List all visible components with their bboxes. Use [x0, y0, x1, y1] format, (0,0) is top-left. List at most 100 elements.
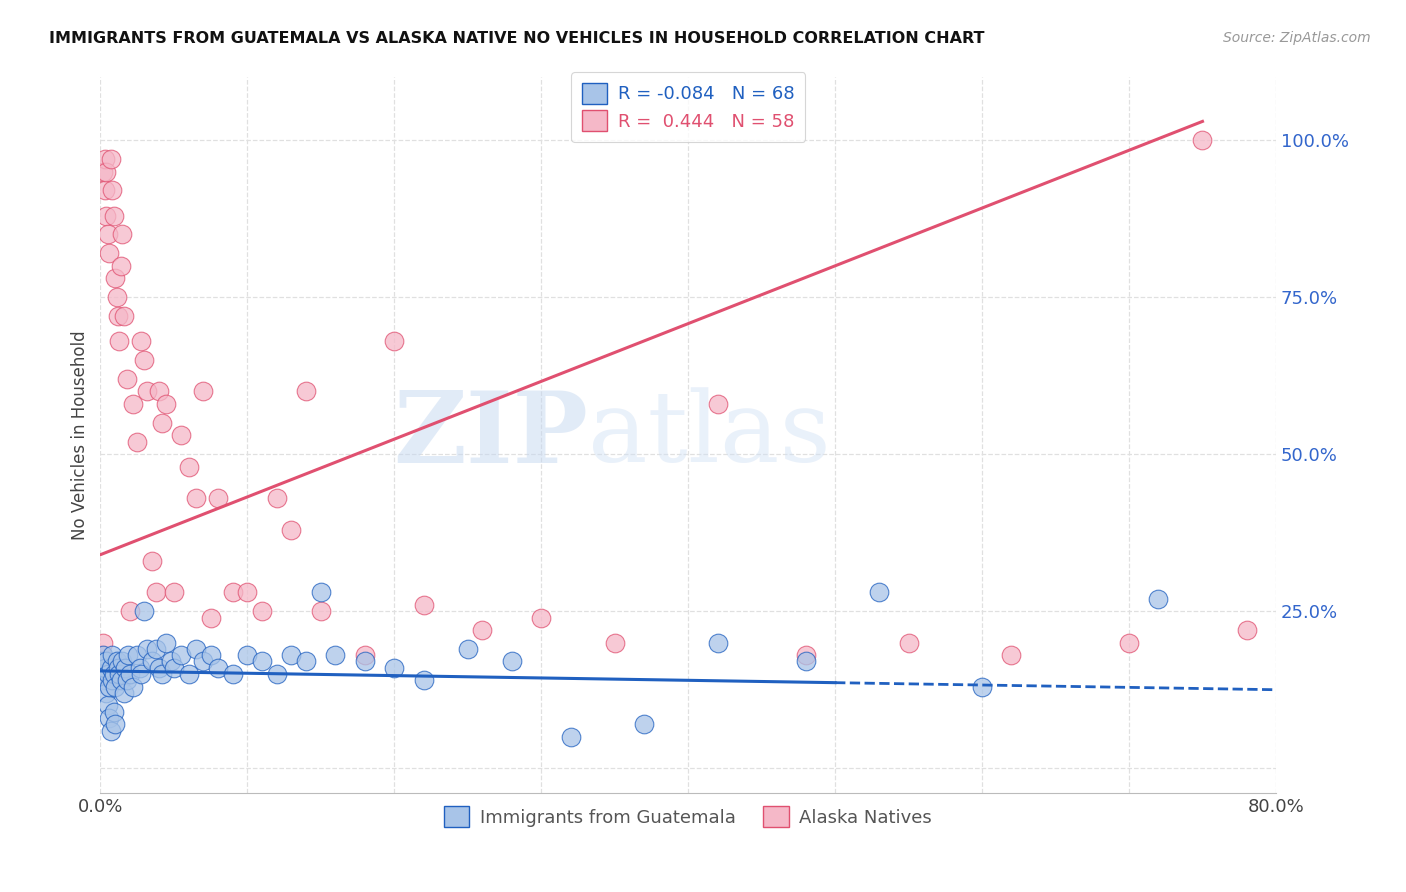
Point	[134, 353, 156, 368]
Point	[150, 416, 173, 430]
Point	[136, 641, 159, 656]
Point	[141, 655, 163, 669]
Point	[96, 209, 118, 223]
Point	[96, 655, 118, 669]
Point	[90, 648, 112, 663]
Point	[155, 397, 177, 411]
Point	[145, 585, 167, 599]
Point	[112, 686, 135, 700]
Point	[193, 384, 215, 399]
Point	[325, 648, 347, 663]
Point	[250, 604, 273, 618]
Point	[1236, 623, 1258, 637]
Point	[221, 667, 243, 681]
Point	[1118, 635, 1140, 649]
Point	[207, 491, 229, 506]
Point	[105, 655, 128, 669]
Point	[309, 585, 332, 599]
Point	[170, 428, 193, 442]
Point	[354, 655, 377, 669]
Point	[221, 585, 243, 599]
Text: ZIP: ZIP	[394, 387, 588, 483]
Point	[115, 372, 138, 386]
Point	[184, 641, 207, 656]
Point	[382, 661, 405, 675]
Point	[104, 717, 127, 731]
Point	[127, 434, 149, 449]
Point	[155, 635, 177, 649]
Point	[163, 585, 186, 599]
Point	[118, 604, 141, 618]
Legend: Immigrants from Guatemala, Alaska Natives: Immigrants from Guatemala, Alaska Native…	[437, 799, 939, 834]
Point	[121, 680, 143, 694]
Point	[131, 334, 153, 349]
Point	[98, 711, 121, 725]
Point	[794, 655, 817, 669]
Point	[104, 271, 127, 285]
Point	[794, 648, 817, 663]
Point	[280, 523, 302, 537]
Text: IMMIGRANTS FROM GUATEMALA VS ALASKA NATIVE NO VEHICLES IN HOUSEHOLD CORRELATION : IMMIGRANTS FROM GUATEMALA VS ALASKA NATI…	[49, 31, 984, 46]
Point	[266, 491, 288, 506]
Point	[970, 680, 993, 694]
Point	[100, 723, 122, 738]
Point	[91, 648, 114, 663]
Point	[107, 309, 129, 323]
Point	[706, 397, 728, 411]
Point	[412, 673, 434, 688]
Point	[177, 459, 200, 474]
Point	[501, 655, 523, 669]
Text: Source: ZipAtlas.com: Source: ZipAtlas.com	[1223, 31, 1371, 45]
Point	[309, 604, 332, 618]
Point	[207, 661, 229, 675]
Point	[136, 384, 159, 399]
Point	[114, 661, 136, 675]
Point	[193, 655, 215, 669]
Text: atlas: atlas	[588, 387, 831, 483]
Point	[177, 667, 200, 681]
Point	[111, 227, 134, 242]
Point	[121, 397, 143, 411]
Point	[101, 673, 124, 688]
Point	[103, 705, 125, 719]
Point	[127, 648, 149, 663]
Point	[1191, 133, 1213, 147]
Point	[94, 184, 117, 198]
Point	[91, 635, 114, 649]
Point	[117, 648, 139, 663]
Point	[131, 667, 153, 681]
Point	[115, 673, 138, 688]
Point	[603, 635, 626, 649]
Point	[108, 667, 131, 681]
Point	[295, 384, 318, 399]
Point	[134, 604, 156, 618]
Point	[104, 680, 127, 694]
Point	[354, 648, 377, 663]
Point	[184, 491, 207, 506]
Point	[412, 598, 434, 612]
Point	[200, 610, 222, 624]
Point	[170, 648, 193, 663]
Point	[111, 655, 134, 669]
Point	[1147, 591, 1170, 606]
Point	[280, 648, 302, 663]
Point	[100, 152, 122, 166]
Point	[706, 635, 728, 649]
Point	[250, 655, 273, 669]
Point	[457, 641, 479, 656]
Point	[91, 164, 114, 178]
Point	[94, 661, 117, 675]
Point	[110, 673, 132, 688]
Point	[112, 309, 135, 323]
Point	[103, 667, 125, 681]
Point	[897, 635, 920, 649]
Point	[105, 290, 128, 304]
Point	[200, 648, 222, 663]
Point	[97, 227, 120, 242]
Point	[148, 661, 170, 675]
Point	[471, 623, 494, 637]
Point	[91, 667, 114, 681]
Point	[868, 585, 890, 599]
Point	[530, 610, 553, 624]
Point	[103, 209, 125, 223]
